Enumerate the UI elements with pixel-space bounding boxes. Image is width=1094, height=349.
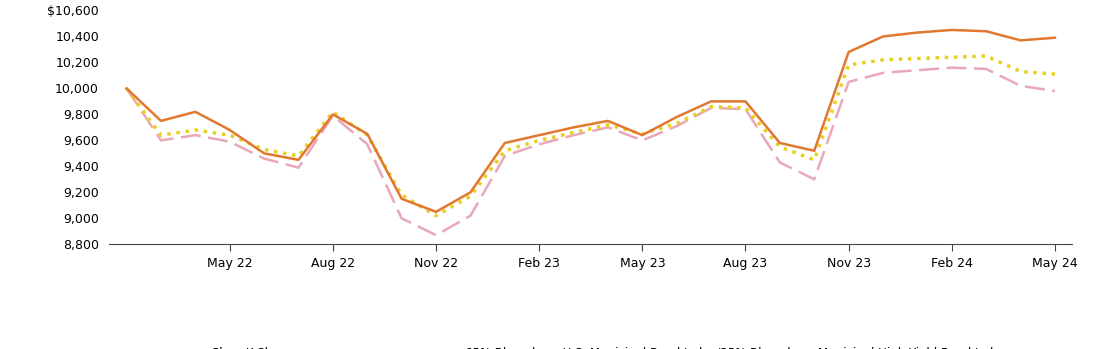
Bloomberg Municipal Bond Index: [395, 193, 408, 197]
Class K Shares: [498, 141, 511, 145]
Bloomberg Municipal Bond Index: [498, 149, 511, 153]
Bloomberg Municipal Bond Index: [602, 123, 615, 127]
Bloomberg Municipal Bond Index: [361, 133, 374, 137]
Line: Class K Shares: Class K Shares: [127, 30, 1055, 212]
Bloomberg Municipal Bond Index: [1014, 69, 1027, 74]
65% Bloomberg U.S. Municipal Bond Index/35% Bloomberg Municipal High Yield Bond Index: [395, 216, 408, 221]
65% Bloomberg U.S. Municipal Bond Index/35% Bloomberg Municipal High Yield Bond Index: [636, 138, 649, 142]
65% Bloomberg U.S. Municipal Bond Index/35% Bloomberg Municipal High Yield Bond Index: [257, 156, 270, 161]
Bloomberg Municipal Bond Index: [911, 57, 924, 61]
Class K Shares: [464, 190, 477, 194]
Class K Shares: [395, 197, 408, 201]
Class K Shares: [120, 86, 133, 90]
Bloomberg Municipal Bond Index: [189, 128, 202, 132]
Bloomberg Municipal Bond Index: [876, 58, 889, 62]
Bloomberg Municipal Bond Index: [738, 106, 752, 110]
Class K Shares: [636, 133, 649, 137]
Class K Shares: [154, 119, 167, 123]
Bloomberg Municipal Bond Index: [842, 63, 856, 67]
Bloomberg Municipal Bond Index: [120, 86, 133, 90]
Class K Shares: [911, 30, 924, 35]
Class K Shares: [189, 110, 202, 114]
65% Bloomberg U.S. Municipal Bond Index/35% Bloomberg Municipal High Yield Bond Index: [533, 142, 546, 146]
Class K Shares: [567, 125, 580, 129]
65% Bloomberg U.S. Municipal Bond Index/35% Bloomberg Municipal High Yield Bond Index: [223, 140, 236, 144]
65% Bloomberg U.S. Municipal Bond Index/35% Bloomberg Municipal High Yield Bond Index: [945, 66, 958, 70]
Bloomberg Municipal Bond Index: [567, 131, 580, 135]
Class K Shares: [533, 133, 546, 137]
Bloomberg Municipal Bond Index: [533, 138, 546, 142]
Class K Shares: [1048, 36, 1061, 40]
65% Bloomberg U.S. Municipal Bond Index/35% Bloomberg Municipal High Yield Bond Index: [807, 177, 820, 181]
Class K Shares: [945, 28, 958, 32]
Class K Shares: [738, 99, 752, 104]
Class K Shares: [842, 50, 856, 54]
Class K Shares: [602, 119, 615, 123]
65% Bloomberg U.S. Municipal Bond Index/35% Bloomberg Municipal High Yield Bond Index: [154, 138, 167, 142]
65% Bloomberg U.S. Municipal Bond Index/35% Bloomberg Municipal High Yield Bond Index: [326, 114, 339, 118]
65% Bloomberg U.S. Municipal Bond Index/35% Bloomberg Municipal High Yield Bond Index: [120, 86, 133, 90]
Class K Shares: [671, 115, 684, 119]
Bloomberg Municipal Bond Index: [807, 158, 820, 162]
Class K Shares: [361, 132, 374, 136]
Bloomberg Municipal Bond Index: [326, 110, 339, 114]
Bloomberg Municipal Bond Index: [705, 104, 718, 109]
Class K Shares: [979, 29, 992, 34]
Bloomberg Municipal Bond Index: [154, 133, 167, 137]
Bloomberg Municipal Bond Index: [257, 147, 270, 151]
Class K Shares: [1014, 38, 1027, 43]
65% Bloomberg U.S. Municipal Bond Index/35% Bloomberg Municipal High Yield Bond Index: [292, 165, 305, 170]
Legend: Class K Shares, Bloomberg Municipal Bond Index, 65% Bloomberg U.S. Municipal Bon: Class K Shares, Bloomberg Municipal Bond…: [170, 342, 1012, 349]
Class K Shares: [705, 99, 718, 104]
65% Bloomberg U.S. Municipal Bond Index/35% Bloomberg Municipal High Yield Bond Index: [773, 160, 787, 164]
Bloomberg Municipal Bond Index: [1048, 72, 1061, 76]
Class K Shares: [223, 128, 236, 132]
Class K Shares: [430, 210, 443, 214]
Bloomberg Municipal Bond Index: [636, 132, 649, 136]
Bloomberg Municipal Bond Index: [430, 214, 443, 218]
Class K Shares: [773, 141, 787, 145]
65% Bloomberg U.S. Municipal Bond Index/35% Bloomberg Municipal High Yield Bond Index: [911, 68, 924, 72]
Class K Shares: [257, 151, 270, 155]
Bloomberg Municipal Bond Index: [979, 54, 992, 58]
65% Bloomberg U.S. Municipal Bond Index/35% Bloomberg Municipal High Yield Bond Index: [430, 233, 443, 237]
65% Bloomberg U.S. Municipal Bond Index/35% Bloomberg Municipal High Yield Bond Index: [738, 107, 752, 111]
Bloomberg Municipal Bond Index: [223, 133, 236, 137]
65% Bloomberg U.S. Municipal Bond Index/35% Bloomberg Municipal High Yield Bond Index: [876, 71, 889, 75]
Bloomberg Municipal Bond Index: [292, 154, 305, 158]
65% Bloomberg U.S. Municipal Bond Index/35% Bloomberg Municipal High Yield Bond Index: [705, 106, 718, 110]
Line: Bloomberg Municipal Bond Index: Bloomberg Municipal Bond Index: [127, 56, 1055, 216]
Class K Shares: [292, 158, 305, 162]
65% Bloomberg U.S. Municipal Bond Index/35% Bloomberg Municipal High Yield Bond Index: [498, 154, 511, 158]
65% Bloomberg U.S. Municipal Bond Index/35% Bloomberg Municipal High Yield Bond Index: [1014, 84, 1027, 88]
65% Bloomberg U.S. Municipal Bond Index/35% Bloomberg Municipal High Yield Bond Index: [567, 133, 580, 137]
Bloomberg Municipal Bond Index: [773, 145, 787, 149]
Bloomberg Municipal Bond Index: [464, 194, 477, 198]
65% Bloomberg U.S. Municipal Bond Index/35% Bloomberg Municipal High Yield Bond Index: [842, 80, 856, 84]
65% Bloomberg U.S. Municipal Bond Index/35% Bloomberg Municipal High Yield Bond Index: [464, 214, 477, 218]
65% Bloomberg U.S. Municipal Bond Index/35% Bloomberg Municipal High Yield Bond Index: [361, 142, 374, 146]
65% Bloomberg U.S. Municipal Bond Index/35% Bloomberg Municipal High Yield Bond Index: [602, 125, 615, 129]
Class K Shares: [807, 149, 820, 153]
Bloomberg Municipal Bond Index: [945, 55, 958, 59]
65% Bloomberg U.S. Municipal Bond Index/35% Bloomberg Municipal High Yield Bond Index: [671, 124, 684, 128]
Bloomberg Municipal Bond Index: [671, 121, 684, 126]
Line: 65% Bloomberg U.S. Municipal Bond Index/35% Bloomberg Municipal High Yield Bond Index: 65% Bloomberg U.S. Municipal Bond Index/…: [127, 68, 1055, 235]
65% Bloomberg U.S. Municipal Bond Index/35% Bloomberg Municipal High Yield Bond Index: [1048, 89, 1061, 93]
Class K Shares: [326, 112, 339, 117]
65% Bloomberg U.S. Municipal Bond Index/35% Bloomberg Municipal High Yield Bond Index: [189, 133, 202, 137]
65% Bloomberg U.S. Municipal Bond Index/35% Bloomberg Municipal High Yield Bond Index: [979, 67, 992, 71]
Class K Shares: [876, 34, 889, 38]
